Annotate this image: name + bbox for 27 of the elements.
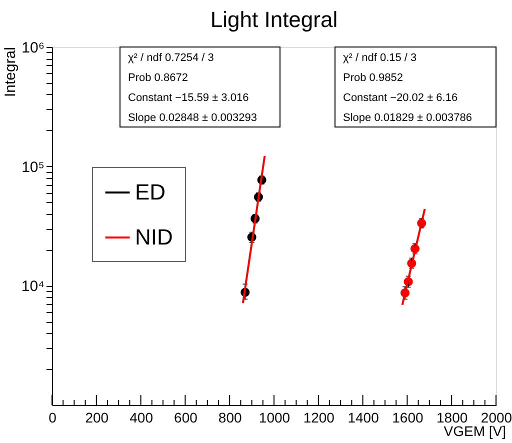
x-tick-label: 2000 bbox=[480, 410, 512, 426]
y-tick-label: 10⁵ bbox=[22, 158, 44, 176]
x-tick-label: 800 bbox=[218, 410, 242, 426]
annotation: Prob 0.9852 bbox=[343, 72, 403, 84]
y-tick-label: 10⁴ bbox=[21, 278, 44, 296]
annotation: χ² / ndf 0.15 / 3 bbox=[343, 52, 417, 64]
y-tick-label: 10⁶ bbox=[22, 40, 44, 56]
x-tick-label: 600 bbox=[174, 410, 198, 426]
legend-label: NID bbox=[135, 224, 173, 250]
annotation: Slope 0.01829 ± 0.003786 bbox=[343, 112, 472, 124]
x-tick-label: 1000 bbox=[258, 410, 290, 426]
annotation: Constant −15.59 ± 3.016 bbox=[128, 92, 249, 104]
x-tick-label: 1400 bbox=[348, 410, 380, 426]
x-tick-label: 400 bbox=[130, 410, 154, 426]
x-axis-title: VGEM [V] bbox=[444, 423, 506, 439]
x-tick-label: 200 bbox=[85, 410, 109, 426]
annotation: Constant −20.02 ± 6.16 bbox=[343, 92, 458, 104]
x-tick-label: 1600 bbox=[392, 410, 424, 426]
x-tick-label: 0 bbox=[48, 410, 57, 426]
annotation: Slope 0.02848 ± 0.003293 bbox=[128, 112, 257, 124]
x-tick-label: 1800 bbox=[436, 410, 468, 426]
legend-label: ED bbox=[135, 180, 166, 204]
annotation: χ² / ndf 0.7254 / 3 bbox=[128, 52, 214, 64]
annotation: Prob 0.8672 bbox=[128, 72, 188, 84]
y-axis-title: Integral bbox=[2, 47, 19, 98]
x-tick-label: 1200 bbox=[303, 410, 335, 426]
chart-title: Light Integral bbox=[210, 7, 338, 32]
